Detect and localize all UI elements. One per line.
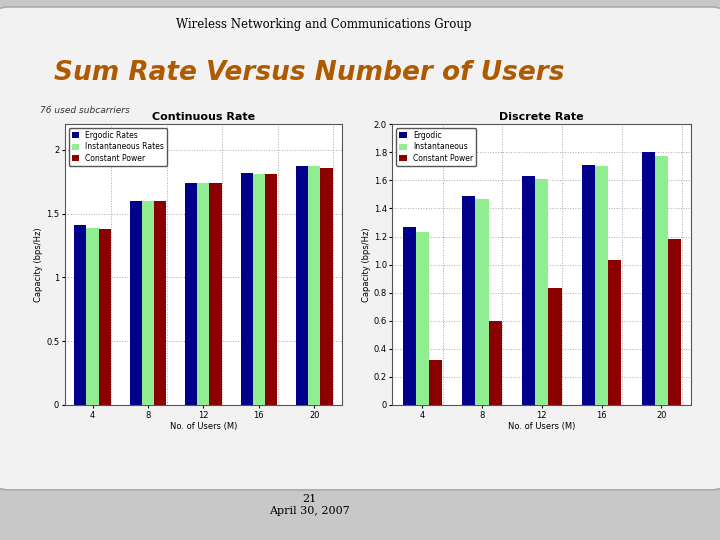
Text: 76 used subcarriers: 76 used subcarriers	[40, 106, 130, 115]
X-axis label: No. of Users (M): No. of Users (M)	[508, 422, 575, 431]
Bar	[74, 225, 86, 405]
X-axis label: No. of Users (M): No. of Users (M)	[170, 422, 237, 431]
FancyBboxPatch shape	[0, 7, 720, 490]
Title: Discrete Rate: Discrete Rate	[500, 112, 584, 122]
Bar	[320, 167, 333, 405]
Bar	[130, 201, 142, 405]
Bar	[142, 201, 154, 405]
Bar	[608, 260, 621, 405]
Bar	[595, 166, 608, 405]
Bar	[253, 174, 265, 405]
Bar	[415, 232, 429, 405]
Bar	[668, 239, 681, 405]
Bar	[308, 166, 320, 405]
Bar	[99, 229, 111, 405]
Bar	[429, 360, 442, 405]
Bar	[210, 183, 222, 405]
Bar	[86, 227, 99, 405]
Text: 21
April 30, 2007: 21 April 30, 2007	[269, 494, 350, 516]
Bar	[154, 201, 166, 405]
Bar	[197, 183, 210, 405]
Bar	[296, 166, 308, 405]
Bar	[240, 173, 253, 405]
Bar	[185, 183, 197, 405]
Bar	[402, 227, 415, 405]
Bar	[549, 288, 562, 405]
Bar	[522, 176, 535, 405]
Bar	[654, 157, 668, 405]
Bar	[265, 174, 277, 405]
Y-axis label: Capacity (bps/Hz): Capacity (bps/Hz)	[35, 227, 43, 302]
Text: Wireless Networking and Communications Group: Wireless Networking and Communications G…	[176, 18, 472, 31]
Bar	[642, 152, 654, 405]
Title: Continuous Rate: Continuous Rate	[152, 112, 255, 122]
Bar	[535, 179, 549, 405]
Bar	[582, 165, 595, 405]
Legend: Ergodic, Instantaneous, Constant Power: Ergodic, Instantaneous, Constant Power	[396, 128, 476, 166]
Bar	[475, 199, 489, 405]
Y-axis label: Capacity (bps/Hz): Capacity (bps/Hz)	[362, 227, 371, 302]
Text: Sum Rate Versus Number of Users: Sum Rate Versus Number of Users	[54, 60, 565, 86]
Bar	[489, 321, 502, 405]
Legend: Ergodic Rates, Instantaneous Rates, Constant Power: Ergodic Rates, Instantaneous Rates, Cons…	[68, 128, 167, 166]
Bar	[462, 196, 475, 405]
